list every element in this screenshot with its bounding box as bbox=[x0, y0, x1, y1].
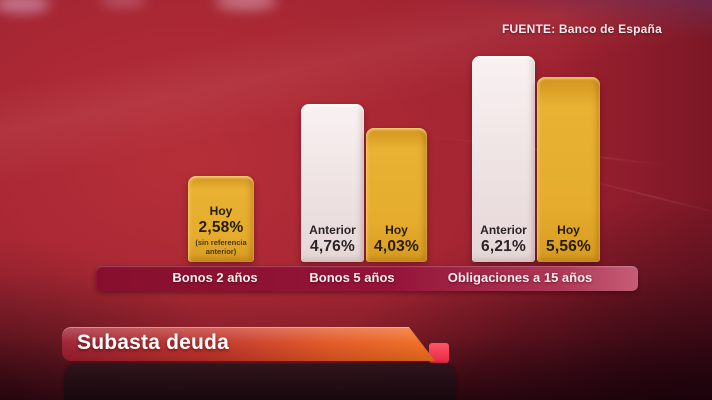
bar-note: (sin referencia anterior) bbox=[195, 238, 247, 256]
bar-value-label: 4,76% bbox=[310, 238, 355, 255]
background-light-blob bbox=[215, 0, 277, 10]
banner-accent-tab bbox=[429, 343, 449, 363]
bar-value-label: 4,03% bbox=[374, 238, 419, 255]
bar-text: Anterior 6,21% bbox=[472, 223, 535, 256]
lower-third-panel bbox=[64, 364, 456, 400]
title-banner: Subasta deuda bbox=[62, 327, 435, 361]
category-label-obligaciones-15: Obligaciones a 15 años bbox=[447, 270, 593, 285]
page-title: Subasta deuda bbox=[77, 331, 229, 354]
bar-text: Hoy 2,58% (sin referencia anterior) bbox=[188, 204, 254, 256]
background-light-blob bbox=[100, 0, 146, 7]
bar-series-label: Anterior bbox=[480, 223, 527, 237]
bar-bonos5-hoy: Hoy 4,03% bbox=[366, 128, 427, 262]
category-axis-strip bbox=[96, 266, 638, 291]
bar-series-label: Hoy bbox=[557, 223, 580, 237]
bar-value-label: 2,58% bbox=[198, 219, 244, 236]
bar-series-label: Hoy bbox=[385, 223, 408, 237]
bar-series-label: Anterior bbox=[309, 223, 356, 237]
source-label: FUENTE: Banco de España bbox=[502, 22, 662, 36]
category-label-bonos-5: Bonos 5 años bbox=[309, 270, 395, 285]
bar-obligaciones15-hoy: Hoy 5,56% bbox=[537, 77, 600, 262]
bar-value-label: 5,56% bbox=[546, 238, 591, 255]
bar-value-label: 6,21% bbox=[481, 238, 526, 255]
bar-series-label: Hoy bbox=[209, 204, 233, 218]
bar-text: Hoy 5,56% bbox=[537, 223, 600, 256]
category-label-bonos-2: Bonos 2 años bbox=[172, 270, 258, 285]
bar-bonos5-anterior: Anterior 4,76% bbox=[301, 104, 364, 262]
background-light-blob bbox=[0, 0, 50, 13]
bar-bonos2-hoy: Hoy 2,58% (sin referencia anterior) bbox=[188, 176, 254, 262]
bar-text: Anterior 4,76% bbox=[301, 223, 364, 256]
bar-text: Hoy 4,03% bbox=[366, 223, 427, 256]
bar-obligaciones15-anterior: Anterior 6,21% bbox=[472, 56, 535, 262]
